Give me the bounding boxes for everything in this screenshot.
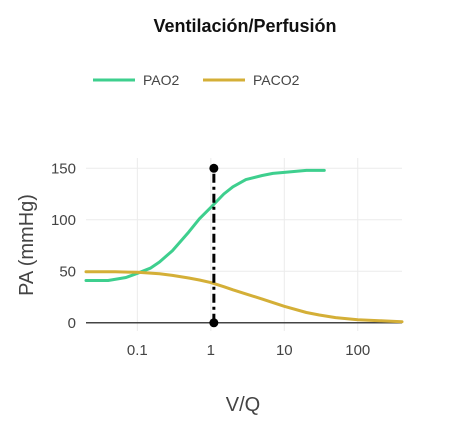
series-layer	[84, 168, 404, 324]
y-tick-label: 100	[51, 212, 76, 229]
legend: PAO2 PACO2	[93, 72, 300, 88]
x-axis-label: V/Q	[226, 394, 260, 416]
series-line-paco2	[84, 270, 404, 324]
annotation-layer	[209, 163, 219, 328]
legend-label-paco2: PACO2	[253, 72, 300, 88]
y-axis-ticks: 0 50 100 150	[51, 160, 76, 331]
x-tick-label: 100	[345, 342, 370, 359]
y-tick-label: 0	[68, 315, 76, 332]
chart-title: Ventilación/Perfusión	[153, 16, 336, 36]
x-tick-label: 1	[207, 342, 215, 359]
legend-label-pao2: PAO2	[143, 72, 180, 88]
vq-marker-bottom-point	[209, 318, 219, 328]
vq-marker-top-point	[209, 163, 219, 173]
y-tick-label: 50	[59, 263, 76, 280]
y-axis-label: PA (mmHg)	[16, 194, 38, 296]
x-tick-label: 10	[276, 342, 293, 359]
series-line-pao2	[84, 168, 326, 282]
x-axis-ticks: 0.1 1 10 100	[127, 342, 370, 359]
x-tick-label: 0.1	[127, 342, 148, 359]
y-tick-label: 150	[51, 160, 76, 177]
